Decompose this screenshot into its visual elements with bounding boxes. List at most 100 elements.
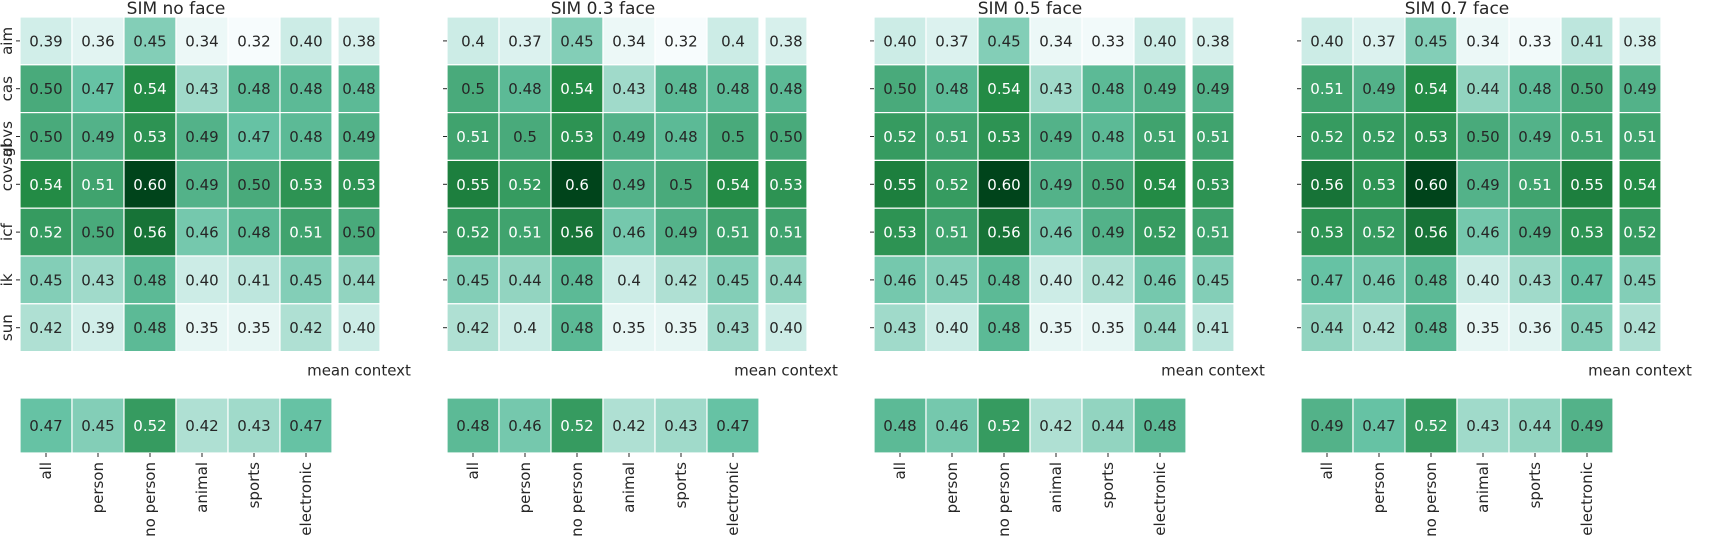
column-label: electronic [724,462,742,536]
mean-context-value: 0.42 [1623,319,1656,337]
heatmap-value: 0.53 [1362,176,1395,194]
heatmap-value: 0.40 [1143,32,1176,50]
heatmap-value: 0.46 [185,224,218,242]
heatmap-value: 0.54 [1143,176,1176,194]
mean-context-value: 0.41 [1196,319,1229,337]
heatmap-value: 0.52 [508,176,541,194]
heatmap-value: 0.50 [1091,176,1124,194]
mean-method-value: 0.52 [560,417,593,435]
column-label: animal [193,462,211,513]
heatmap-value: 0.45 [560,32,593,50]
heatmap-value: 0.49 [1039,128,1072,146]
heatmap-cell [279,111,333,161]
heatmap-value: 0.53 [289,176,322,194]
heatmap-value: 0.43 [716,319,749,337]
heatmap-value: 0.54 [987,80,1020,98]
mean-context-cell [337,111,381,161]
column-label: person [1370,462,1388,513]
mean-method-cell [602,397,656,454]
heatmap-value: 0.43 [1518,271,1551,289]
mean-context-cell [764,111,808,161]
heatmap-value: 0.51 [456,128,489,146]
column-label: no person [1422,462,1440,537]
mean-method-value: 0.52 [1414,417,1447,435]
heatmap-cell [654,303,708,353]
heatmap-cell [1560,303,1614,353]
row-label: ik [0,273,16,286]
mean-context-cell [764,255,808,305]
heatmap-value: 0.45 [29,271,62,289]
mean-context-value: 0.44 [342,271,375,289]
heatmap-cell [1133,303,1187,353]
mean-context-value: 0.49 [1623,80,1656,98]
heatmap-value: 0.43 [883,319,916,337]
mean-context-value: 0.51 [1623,128,1656,146]
heatmap-cell [71,207,125,257]
mean-method-value: 0.42 [1039,417,1072,435]
heatmap-value: 0.51 [1143,128,1176,146]
mean-method-value: 0.44 [1518,417,1551,435]
heatmap-value: 0.53 [883,224,916,242]
heatmap-value: 0.51 [716,224,749,242]
mean-context-cell [1191,16,1235,66]
heatmap-cell [1560,64,1614,114]
mean-context-value: 0.48 [769,80,802,98]
mean-method-value: 0.49 [1310,417,1343,435]
heatmap-value: 0.48 [289,80,322,98]
mean-context-cell [1191,159,1235,209]
heatmap-value: 0.45 [987,32,1020,50]
heatmap-cell [1133,255,1187,305]
mean-method-value: 0.42 [612,417,645,435]
heatmap-value: 0.48 [664,80,697,98]
heatmap-value: 0.35 [185,319,218,337]
heatmap-value: 0.53 [1414,128,1447,146]
mean-context-cell [337,159,381,209]
heatmap-cell [654,64,708,114]
mean-context-cell [1191,255,1235,305]
heatmap-value: 0.42 [1362,319,1395,337]
mean-method-cell [227,397,281,454]
heatmap-value: 0.4 [721,32,745,50]
heatmap-cell [1133,207,1187,257]
heatmap-value: 0.53 [1310,224,1343,242]
heatmap-cell [1560,16,1614,66]
heatmap-value: 0.46 [883,271,916,289]
mean-context-value: 0.40 [769,319,802,337]
heatmap-value: 0.53 [1570,224,1603,242]
heatmap-cell [1560,159,1614,209]
heatmap-value: 0.47 [1310,271,1343,289]
heatmap-cell [550,207,604,257]
heatmap-value: 0.51 [1570,128,1603,146]
mean-method-value: 0.44 [1091,417,1124,435]
heatmap-cell [602,255,656,305]
column-label: animal [620,462,638,513]
column-label: all [37,462,55,480]
heatmap-cell [1560,111,1614,161]
heatmap-value: 0.43 [81,271,114,289]
heatmap-cell [1560,255,1614,305]
heatmap-value: 0.49 [1518,128,1551,146]
heatmap-value: 0.49 [81,128,114,146]
heatmap-cell [1029,303,1083,353]
column-label: all [891,462,909,480]
heatmap-value: 0.55 [456,176,489,194]
heatmap-value: 0.48 [133,319,166,337]
mean-method-cell [1560,397,1614,454]
heatmap-cell [1456,16,1510,66]
mean-context-value: 0.38 [1623,32,1656,50]
heatmap-value: 0.34 [1466,32,1499,50]
mean-method-value: 0.48 [456,417,489,435]
mean-context-cell [337,255,381,305]
heatmap-value: 0.54 [560,80,593,98]
heatmap-value: 0.56 [987,224,1020,242]
heatmap-cell [1029,16,1083,66]
heatmap-value: 0.43 [185,80,218,98]
heatmap-value: 0.45 [1414,32,1447,50]
heatmap-value: 0.48 [1091,80,1124,98]
heatmap-cell [227,111,281,161]
heatmap-value: 0.45 [1570,319,1603,337]
mean-context-cell [1191,64,1235,114]
heatmap-value: 0.52 [29,224,62,242]
heatmap-cell [925,64,979,114]
mean-context-cell [337,303,381,353]
